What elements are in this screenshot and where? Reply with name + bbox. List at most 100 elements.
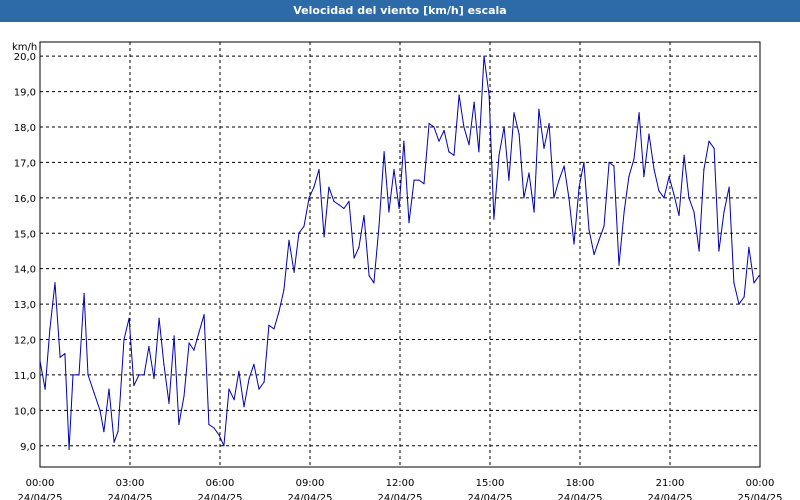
data-point [648,133,650,135]
data-point [663,197,665,199]
data-point [698,250,700,252]
data-point [288,239,290,241]
data-point [618,264,620,266]
data-point [428,122,430,125]
x-tick-time-label: 15:00 [476,478,505,489]
chart-title: Velocidad del viento [km/h] escala [0,0,800,22]
data-point [528,172,530,174]
data-point [338,204,340,206]
data-point [523,197,525,199]
data-point [443,129,445,132]
data-point [453,154,455,156]
x-tick-date-label: 24/04/25 [18,493,63,500]
data-point [258,388,260,390]
data-point [87,374,89,376]
x-tick-date-label: 24/04/25 [198,493,243,500]
data-point [99,409,101,411]
data-point [49,328,51,330]
y-tick-label: 19,0 [14,88,36,99]
data-point [513,112,515,114]
y-tick-label: 20,0 [14,52,36,63]
data-point [373,282,375,284]
y-tick-label: 18,0 [14,123,36,134]
data-point [753,282,755,284]
x-tick-time-label: 12:00 [386,478,415,489]
data-point [498,154,500,156]
data-point [603,225,605,227]
data-point [263,381,265,383]
x-tick-time-label: 03:00 [116,478,145,489]
data-point [328,186,330,188]
data-point [543,147,545,149]
data-point [303,225,305,227]
data-point [208,423,210,426]
data-point [133,384,135,387]
data-point [83,292,85,295]
data-point [148,346,150,348]
x-tick-date-label: 24/04/25 [558,493,603,500]
data-point [423,183,425,185]
data-point [238,370,240,372]
data-point [643,176,645,178]
data-point [508,179,510,181]
data-point [218,434,220,436]
data-point [113,441,115,443]
data-point [583,161,585,163]
data-point [243,406,245,408]
x-tick-date-label: 24/04/25 [648,493,693,500]
y-tick-label: 16,0 [14,194,36,205]
data-point [613,165,615,167]
data-point [743,296,745,298]
data-point [138,374,140,376]
data-point [408,222,410,224]
data-point [553,197,555,199]
x-tick-time-label: 06:00 [206,478,235,489]
x-tick-time-label: 00:00 [746,478,775,489]
data-point [298,232,300,234]
data-point [718,250,720,252]
x-tick-date-label: 24/04/25 [288,493,333,500]
data-point [268,324,270,326]
data-point [198,331,200,333]
data-point [44,388,46,390]
data-point [54,282,56,284]
data-point [393,168,395,171]
x-tick-time-label: 18:00 [566,478,595,489]
data-point [713,147,715,149]
data-point [388,211,390,213]
data-point [353,257,355,259]
x-tick-date-label: 24/04/25 [108,493,153,500]
data-point [213,427,215,429]
data-point [478,151,480,153]
data-point [518,133,520,135]
data-point [733,282,735,284]
plot-area-frame [39,41,761,468]
data-point [688,197,690,199]
y-tick-label: 12,0 [14,336,36,347]
data-point [383,151,385,153]
data-point [128,317,130,319]
data-point [333,200,335,202]
data-point [548,122,550,125]
y-tick-label: 14,0 [14,265,36,276]
data-point [39,360,41,362]
data-point [358,246,360,248]
data-point [438,140,440,142]
data-point [728,186,730,188]
data-point [578,186,580,188]
data-point [703,168,705,171]
x-tick-time-label: 21:00 [656,478,685,489]
data-point [348,200,350,202]
data-point [103,431,105,433]
wind-speed-chart: km/h 9,0 10,0 11,0 12,0 13,0 14,0 15,0 16,0 17,0… [12,41,782,500]
y-axis-ticks: 9,0 10,0 11,0 12,0 13,0 14,0 15,0 16,0 17,0 18,0 1… [14,52,36,453]
series-layer [39,55,760,450]
data-point [633,158,635,160]
y-tick-label: 10,0 [14,406,36,417]
data-point [593,253,595,256]
data-point [223,445,225,447]
data-point [253,363,255,365]
data-point [558,179,560,181]
data-point [64,353,66,355]
grid-lines [40,42,760,467]
